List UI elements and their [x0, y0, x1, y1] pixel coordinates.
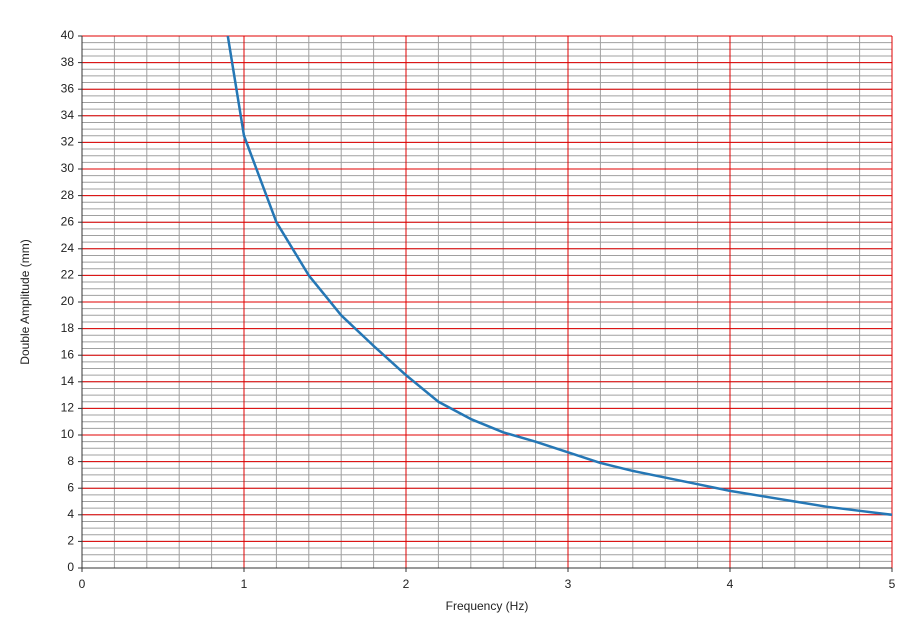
y-tick-label: 40 [61, 28, 75, 42]
y-tick-label: 0 [67, 560, 74, 574]
x-tick-label: 0 [79, 577, 86, 591]
y-tick-label: 34 [61, 108, 75, 122]
y-tick-label: 6 [67, 480, 74, 494]
y-tick-label: 10 [61, 427, 75, 441]
x-tick-label: 2 [403, 577, 410, 591]
y-tick-label: 14 [61, 374, 75, 388]
y-tick-label: 30 [61, 161, 75, 175]
y-tick-label: 32 [61, 135, 75, 149]
x-tick-label: 4 [727, 577, 734, 591]
y-tick-label: 18 [61, 321, 75, 335]
y-axis-label: Double Amplitude (mm) [18, 239, 32, 364]
y-tick-label: 16 [61, 347, 75, 361]
x-axis-label: Frequency (Hz) [446, 599, 529, 613]
y-tick-label: 28 [61, 188, 75, 202]
y-tick-label: 22 [61, 268, 75, 282]
x-tick-label: 3 [565, 577, 572, 591]
y-tick-label: 12 [61, 401, 75, 415]
line [226, 35, 893, 517]
y-tick-label: 38 [61, 55, 75, 69]
y-tick-label: 4 [67, 507, 74, 521]
y-tick-label: 26 [61, 214, 75, 228]
y-tick-label: 36 [61, 81, 75, 95]
x-tick-label: 5 [889, 577, 896, 591]
x-tick-label: 1 [241, 577, 248, 591]
y-tick-label: 2 [67, 534, 74, 548]
y-tick-label: 24 [61, 241, 75, 255]
y-tick-label: 8 [67, 454, 74, 468]
y-tick-label: 20 [61, 294, 75, 308]
